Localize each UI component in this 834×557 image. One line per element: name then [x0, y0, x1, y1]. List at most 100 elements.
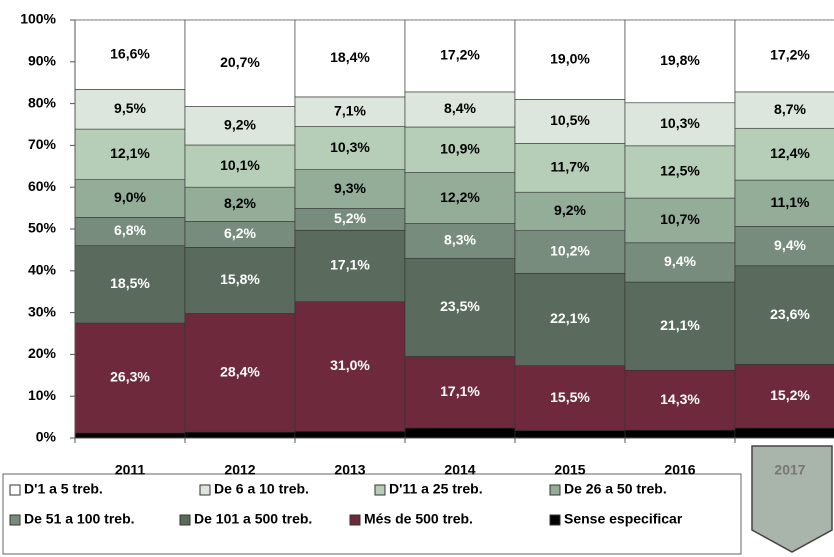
legend-swatch — [549, 484, 561, 496]
data-label: 20,7% — [220, 54, 260, 70]
data-label: 10,3% — [330, 139, 370, 155]
data-label: 8,7% — [774, 101, 806, 117]
data-label: 15,2% — [770, 387, 810, 403]
bar-segment — [734, 19, 834, 93]
data-label: 17,2% — [440, 47, 480, 63]
data-label: 12,2% — [440, 189, 480, 205]
bar-segment — [514, 365, 626, 431]
y-tick-label: 20% — [28, 345, 57, 361]
data-label: 15,8% — [220, 271, 260, 287]
data-label: 10,2% — [550, 243, 590, 259]
bar-segment — [624, 19, 736, 104]
data-label: 19,8% — [660, 52, 700, 68]
highlight-shape — [751, 445, 833, 553]
data-label: 15,5% — [550, 389, 590, 405]
data-label: 18,4% — [330, 49, 370, 65]
data-label: 14,3% — [660, 391, 700, 407]
bar-segment — [184, 186, 296, 222]
bar-segment — [624, 145, 736, 199]
legend-swatch — [349, 514, 361, 526]
legend-label: De 51 a 100 treb. — [24, 511, 135, 527]
data-label: 7,1% — [334, 102, 366, 118]
bar-segment — [514, 230, 626, 274]
data-label: 11,1% — [771, 194, 810, 210]
bar-segment — [734, 427, 834, 439]
y-tick-label: 100% — [20, 11, 56, 27]
data-label: 9,2% — [554, 202, 586, 218]
data-label: 12,1% — [110, 145, 150, 161]
data-label: 9,3% — [334, 180, 366, 196]
data-label: 18,5% — [110, 275, 150, 291]
legend-swatch — [179, 514, 191, 526]
y-tick-label: 30% — [28, 303, 57, 319]
data-label: 17,1% — [330, 257, 370, 273]
bar-segment — [294, 96, 406, 127]
legend-label: D'1 a 5 treb. — [24, 481, 103, 497]
data-label: 6,8% — [114, 222, 146, 238]
legend-label: Més de 500 treb. — [364, 511, 473, 527]
data-label: 12,4% — [770, 145, 810, 161]
x-tick-label: 2017 — [774, 462, 805, 478]
bar-segment — [74, 179, 186, 218]
bar-segment — [184, 313, 296, 433]
legend-swatch — [9, 514, 21, 526]
bar-segment — [294, 229, 406, 303]
legend-label: De 101 a 500 treb. — [194, 511, 312, 527]
bar-segment — [734, 179, 834, 227]
bar-segment — [624, 429, 736, 439]
bar-segment — [184, 431, 296, 439]
bar-segment — [514, 19, 626, 100]
x-tick-label: 2011 — [115, 462, 146, 478]
bar-segment — [404, 91, 516, 128]
legend-label: De 6 a 10 treb. — [214, 481, 309, 497]
bar-segment — [294, 431, 406, 439]
data-label: 17,1% — [440, 383, 480, 399]
bar-segment — [734, 91, 834, 129]
data-label: 10,1% — [220, 157, 260, 173]
bar-segment — [514, 99, 626, 144]
legend-swatch — [9, 484, 21, 496]
y-tick-label: 70% — [28, 136, 57, 152]
legend-box — [2, 473, 742, 555]
bar-segment — [184, 19, 296, 107]
bar-segment — [514, 191, 626, 231]
legend-swatch — [374, 484, 386, 496]
data-label: 10,7% — [660, 211, 700, 227]
legend-swatch — [549, 514, 561, 526]
y-tick-label: 80% — [28, 94, 57, 110]
bar-segment — [74, 322, 186, 434]
legend-swatch — [199, 484, 211, 496]
data-label: 6,2% — [224, 225, 256, 241]
data-label: 22,1% — [550, 310, 590, 326]
legend-label: D'11 a 25 treb. — [389, 481, 483, 497]
bar-segment — [734, 265, 834, 365]
data-label: 9,4% — [664, 253, 696, 269]
y-tick-label: 60% — [28, 178, 57, 194]
y-tick-label: 10% — [28, 387, 57, 403]
bar-segment — [294, 169, 406, 209]
bar-segment — [624, 197, 736, 244]
data-label: 9,5% — [114, 100, 146, 116]
data-label: 16,6% — [110, 45, 150, 61]
x-tick-label: 2016 — [664, 462, 695, 478]
bar-segment — [74, 128, 186, 180]
bar-segment — [74, 245, 186, 324]
bar-segment — [74, 89, 186, 130]
data-label: 9,4% — [774, 237, 806, 253]
bar-segment — [294, 301, 406, 432]
x-tick-label: 2014 — [444, 462, 475, 478]
y-tick-label: 0% — [36, 429, 57, 445]
bar-segment — [404, 356, 516, 429]
data-label: 12,5% — [660, 163, 700, 179]
x-tick-label: 2013 — [334, 462, 365, 478]
data-label: 23,5% — [440, 298, 480, 314]
data-label: 21,1% — [660, 317, 700, 333]
bar-segment — [514, 430, 626, 439]
bar-segment — [184, 221, 296, 248]
data-label: 8,4% — [444, 100, 476, 116]
data-label: 28,4% — [220, 363, 260, 379]
data-label: 26,3% — [110, 369, 150, 385]
data-label: 11,7% — [551, 158, 590, 174]
bar-segment — [404, 427, 516, 439]
